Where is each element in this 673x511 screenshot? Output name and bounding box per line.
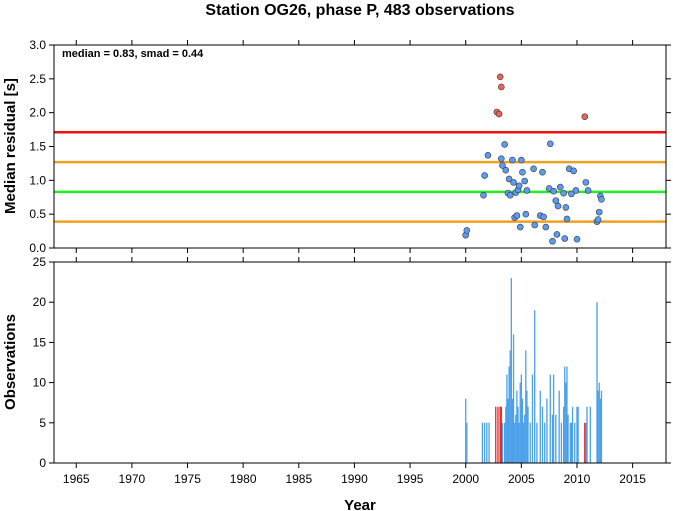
observations-y-tick-label: 10 bbox=[33, 376, 47, 390]
observations-y-tick-label: 15 bbox=[33, 335, 47, 349]
scatter-point-s1-55 bbox=[598, 195, 605, 203]
scatter-point-s1-30 bbox=[540, 213, 547, 221]
scatter-point-s1-46 bbox=[570, 167, 577, 175]
scatter-point-s1-31 bbox=[542, 223, 550, 231]
scatter-point-s1-38 bbox=[554, 202, 562, 210]
x-tick-label: 1965 bbox=[63, 472, 90, 486]
scatter-point-s1-2 bbox=[463, 227, 471, 234]
scatter-point-s1-37 bbox=[553, 231, 561, 238]
residual-y-tick-label: 0.5 bbox=[29, 207, 46, 221]
scatter-point-s1-49 bbox=[582, 179, 590, 186]
scatter-point-s1-4 bbox=[481, 172, 488, 179]
x-tick-label: 1975 bbox=[174, 472, 201, 486]
scatter-point-s1-36 bbox=[552, 197, 560, 204]
scatter-point-s2-3 bbox=[496, 73, 504, 81]
scatter-point-s1-26 bbox=[530, 165, 537, 173]
scatter-point-s1-8 bbox=[501, 141, 508, 148]
scatter-point-s1-11 bbox=[505, 175, 513, 183]
scatter-point-s2-4 bbox=[498, 83, 505, 91]
scatter-point-s1-6 bbox=[498, 155, 505, 162]
stats-annotation: median = 0.83, smad = 0.44 bbox=[62, 48, 204, 60]
scatter-point-s1-17 bbox=[513, 212, 521, 219]
x-tick-label: 2000 bbox=[452, 472, 479, 486]
x-tick-label: 1980 bbox=[230, 472, 257, 486]
residual-y-tick-label: 3.0 bbox=[29, 38, 46, 52]
scatter-point-s1-34 bbox=[549, 237, 556, 245]
x-tick-label: 2010 bbox=[564, 472, 591, 486]
scatter-point-s1-43 bbox=[563, 215, 571, 223]
residual-y-tick-label: 1.0 bbox=[29, 173, 46, 187]
x-tick-label: 1990 bbox=[341, 472, 368, 486]
x-tick-label: 2015 bbox=[619, 472, 646, 486]
x-tick-label: 1970 bbox=[119, 472, 146, 486]
scatter-point-s1-19 bbox=[515, 182, 523, 190]
residual-panel: median = 0.83, smad = 0.44 0.0 0.5 1.0 1.5 2… bbox=[2, 38, 671, 255]
scatter-point-s1-21 bbox=[518, 156, 525, 164]
scatter-point-s1-53 bbox=[595, 208, 603, 216]
scatter-point-s1-24 bbox=[522, 210, 530, 218]
scatter-point-s1-50 bbox=[584, 187, 592, 194]
scatter-point-s1-23 bbox=[521, 177, 528, 185]
scatter-point-s1-52 bbox=[594, 216, 602, 223]
scatter-point-s1-5 bbox=[484, 151, 492, 159]
x-axis-label: Year bbox=[344, 497, 376, 511]
scatter-point-s1-41 bbox=[561, 235, 569, 242]
observations-panel: 0 5 10 15 20 25 1965 1970 1975 1980 1985 1990 1995 20… bbox=[2, 255, 671, 511]
scatter-point-s1-22 bbox=[519, 168, 526, 176]
observations-plot-frame bbox=[53, 261, 667, 464]
scatter-point-s1-7 bbox=[499, 162, 506, 169]
scatter-point-s1-29 bbox=[539, 168, 546, 176]
scatter-point-s1-33 bbox=[546, 140, 554, 148]
scatter-point-s1-12 bbox=[506, 191, 514, 199]
scatter-point-s1-9 bbox=[502, 166, 510, 174]
scatter-point-s1-48 bbox=[573, 235, 581, 243]
scatter-point-s1-45 bbox=[568, 190, 575, 198]
scatter-point-s1-27 bbox=[531, 221, 538, 229]
observations-y-tick-label: 25 bbox=[33, 255, 47, 269]
observations-y-tick-label: 0 bbox=[39, 456, 46, 470]
residual-y-tick-label: 2.5 bbox=[29, 72, 46, 86]
scatter-point-s1-47 bbox=[572, 187, 580, 194]
scatter-point-s1-25 bbox=[523, 187, 531, 194]
observations-y-axis-label: Observations bbox=[2, 314, 19, 410]
residual-plot-frame bbox=[53, 44, 667, 249]
scatter-point-s1-13 bbox=[509, 156, 516, 164]
scatter-point-s1-40 bbox=[560, 189, 567, 197]
x-tick-label: 1985 bbox=[285, 472, 312, 486]
scatter-point-s1-39 bbox=[556, 183, 564, 191]
scatter-point-s1-35 bbox=[550, 187, 557, 195]
scatter-point-s1-3 bbox=[480, 191, 487, 199]
chart-title: Station OG26, phase P, 483 observations bbox=[205, 2, 514, 19]
x-tick-label: 1995 bbox=[397, 472, 424, 486]
scatter-point-s1-20 bbox=[516, 223, 524, 231]
observations-y-tick-label: 5 bbox=[39, 416, 46, 430]
scatter-point-s1-14 bbox=[510, 179, 517, 186]
residual-y-tick-label: 2.0 bbox=[29, 106, 46, 120]
scatter-point-s1-42 bbox=[562, 204, 570, 211]
scatter-point-s2-5 bbox=[581, 113, 589, 121]
observations-y-tick-label: 20 bbox=[33, 295, 47, 309]
x-tick-label: 2005 bbox=[508, 472, 535, 486]
residual-y-axis-label: Median residual [s] bbox=[2, 78, 19, 214]
residual-y-tick-label: 0.0 bbox=[29, 241, 46, 255]
residual-y-tick-label: 1.5 bbox=[29, 140, 46, 154]
scatter-point-s2-2 bbox=[495, 110, 503, 118]
